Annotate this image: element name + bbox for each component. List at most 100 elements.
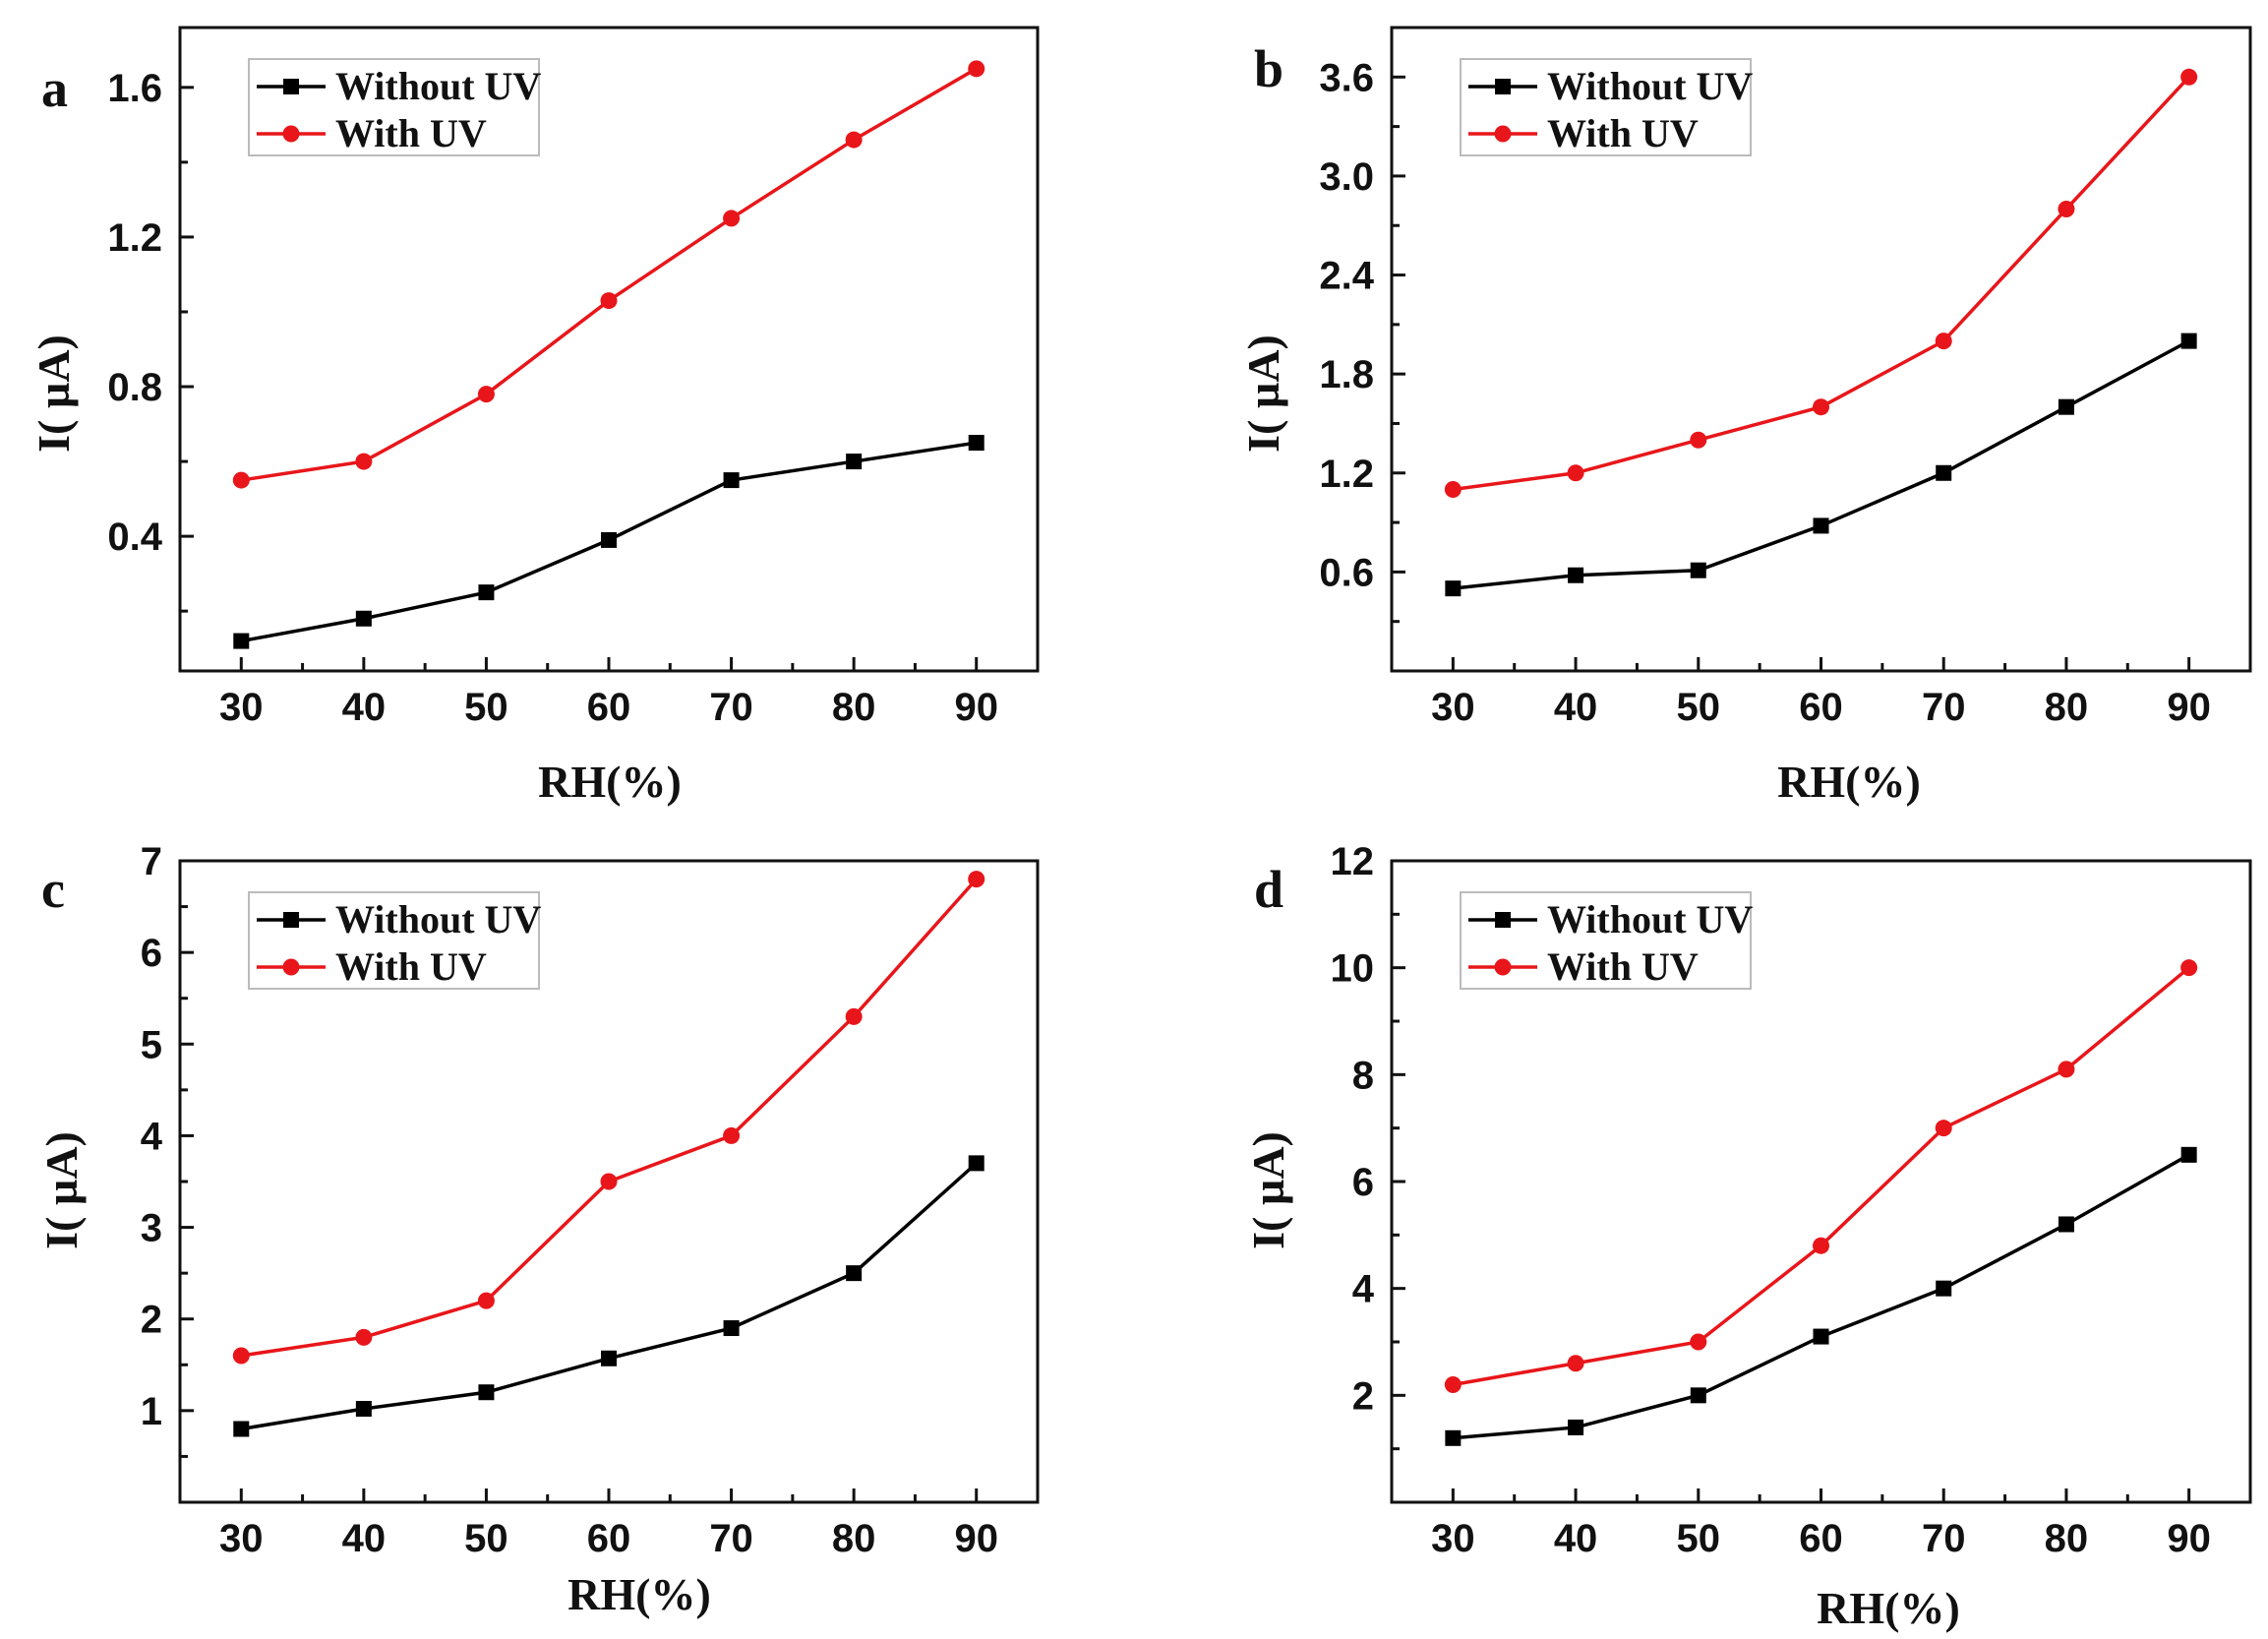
chart-panel-b: 30 40 50 60 70 80 90 0.6 1.2 1.8 2.4 3.0 3.6 RH(%) I( … [1238, 26, 2252, 807]
x-tick-label: 90 [2167, 1517, 2211, 1560]
data-point-without-uv [2058, 1216, 2074, 1233]
data-point-with-uv [2058, 200, 2075, 217]
data-point-without-uv [355, 1400, 372, 1417]
x-tick-label: 40 [342, 686, 387, 729]
data-point-without-uv [355, 610, 372, 627]
y-tick-label: 6 [1352, 1161, 1374, 1204]
data-point-with-uv [968, 871, 985, 888]
data-point-with-uv [600, 1173, 618, 1190]
y-tick-label: 8 [1352, 1054, 1374, 1097]
y-tick-label: 6 [141, 932, 162, 975]
data-point-without-uv [601, 531, 617, 548]
y-axis-title: I( µA) [36, 1131, 87, 1249]
data-point-with-uv [1813, 1237, 1829, 1254]
y-axis-title: I( µA) [29, 334, 79, 453]
data-point-with-uv [1567, 464, 1584, 482]
data-point-with-uv [1444, 481, 1462, 499]
data-point-with-uv [232, 471, 250, 489]
data-point-without-uv [1690, 562, 1706, 578]
legend-entry: With UV [1547, 111, 1699, 155]
y-tick-label: 1.2 [1319, 453, 1374, 496]
legend-marker-circle [282, 958, 300, 976]
legend-marker-square [283, 912, 299, 928]
x-tick-label: 40 [1554, 686, 1598, 729]
y-tick-label: 10 [1331, 947, 1375, 991]
x-tick-label: 50 [1677, 686, 1721, 729]
y-tick-label: 7 [141, 840, 162, 883]
data-point-with-uv [232, 1347, 250, 1365]
legend-entry: With UV [335, 944, 487, 989]
y-tick-label: 1.2 [107, 216, 162, 260]
chart-panel-c: 30 40 50 60 70 80 90 1 2 3 4 5 6 7 RH(%) I( µA) c Without… [36, 840, 1040, 1619]
y-tick-label: 3.6 [1319, 56, 1374, 99]
data-point-with-uv [355, 453, 373, 470]
x-tick-label: 90 [2167, 686, 2211, 729]
data-point-with-uv [600, 292, 618, 310]
data-point-without-uv [968, 1155, 985, 1172]
legend-marker-square [1495, 79, 1511, 94]
x-axis-title: RH(%) [567, 1569, 711, 1619]
series-line-with-uv [1453, 966, 2190, 1387]
series-line-without-uv [1453, 339, 2190, 590]
y-axis-title: I( µA) [1243, 1131, 1293, 1249]
data-point-without-uv [1445, 1429, 1462, 1446]
y-tick-label: 12 [1331, 840, 1375, 883]
x-tick-label: 30 [219, 1517, 264, 1560]
y-axis-title: I( µA) [1238, 334, 1288, 453]
data-point-without-uv [1813, 517, 1829, 534]
legend-marker-square [283, 79, 299, 94]
data-point-without-uv [723, 1320, 740, 1337]
data-point-with-uv [2180, 959, 2198, 977]
chart-panel-a: 30 40 50 60 70 80 90 0.4 0.8 1.2 1.6 RH(%) I( µA) a Wi… [29, 26, 1040, 807]
x-tick-label: 30 [1431, 686, 1475, 729]
series-line-without-uv [241, 1162, 978, 1431]
data-point-without-uv [233, 633, 250, 649]
series-line-without-uv [1453, 1153, 2190, 1440]
legend-entry: Without UV [335, 64, 541, 108]
legend-entry: With UV [335, 111, 487, 155]
data-point-with-uv [355, 1328, 373, 1346]
data-point-with-uv [477, 1292, 495, 1309]
panel-label: d [1254, 860, 1283, 919]
y-tick-label: 1.6 [107, 67, 162, 110]
chart-panel-d: 30 40 50 60 70 80 90 2 4 6 8 10 12 RH(%) I( µA) d Withou… [1243, 840, 2252, 1633]
x-tick-label: 80 [2045, 1517, 2089, 1560]
legend-marker-circle [282, 125, 300, 143]
data-point-without-uv [2180, 1146, 2197, 1163]
x-tick-label: 70 [1922, 1517, 1966, 1560]
legend-marker-circle [1494, 958, 1512, 976]
legend-entry: Without UV [1547, 64, 1753, 108]
data-point-without-uv [478, 584, 495, 601]
y-tick-label: 5 [141, 1023, 162, 1066]
data-point-without-uv [1936, 1280, 1952, 1297]
x-tick-label: 80 [832, 686, 876, 729]
y-tick-label: 0.6 [1319, 551, 1374, 594]
data-point-without-uv [846, 454, 863, 470]
x-tick-label: 90 [954, 1517, 998, 1560]
x-axis-title: RH(%) [1817, 1583, 1960, 1633]
data-point-with-uv [1690, 1333, 1707, 1351]
data-point-with-uv [1935, 333, 1952, 350]
x-tick-label: 80 [2045, 686, 2089, 729]
data-point-with-uv [477, 386, 495, 403]
data-point-without-uv [968, 435, 985, 452]
panel-label: b [1254, 39, 1283, 98]
data-point-without-uv [2180, 333, 2197, 349]
y-tick-label: 2 [1352, 1374, 1374, 1418]
legend-entry: With UV [1547, 944, 1699, 989]
y-tick-label: 2.4 [1319, 255, 1374, 298]
x-tick-label: 40 [342, 1517, 387, 1560]
x-axis-title: RH(%) [1777, 757, 1921, 807]
legend-marker-square [1495, 912, 1511, 928]
data-point-without-uv [723, 472, 740, 489]
data-point-with-uv [1567, 1355, 1584, 1372]
data-point-with-uv [1690, 431, 1707, 449]
data-point-without-uv [1568, 567, 1584, 583]
x-tick-label: 90 [954, 686, 998, 729]
data-point-without-uv [2058, 398, 2074, 415]
panel-label: a [41, 59, 68, 118]
data-point-with-uv [2058, 1061, 2075, 1078]
data-point-with-uv [1813, 398, 1829, 416]
data-point-without-uv [1936, 464, 1952, 481]
